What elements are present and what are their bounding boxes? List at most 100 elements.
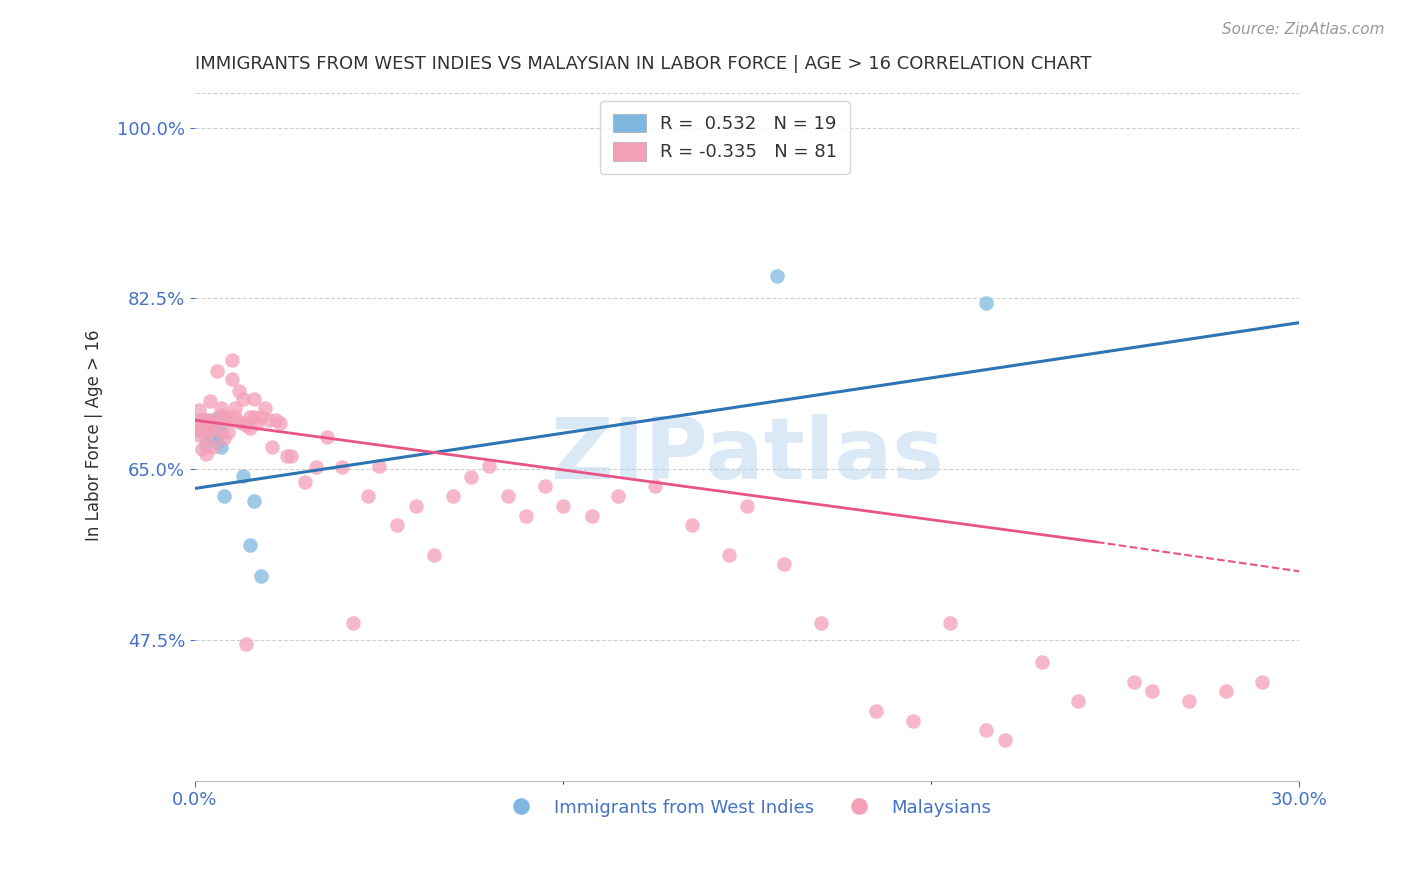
Point (194, 437, 217, 451)
Point (717, 548, 740, 562)
Point (342, 615, 364, 630)
Point (253, 401, 276, 416)
Point (194, 431, 217, 445)
Point (209, 425, 232, 439)
Point (1251, 674, 1274, 689)
Point (423, 548, 446, 562)
Point (357, 489, 380, 503)
Point (330, 460, 353, 475)
Point (551, 499, 574, 513)
Point (865, 704, 887, 718)
Point (533, 479, 555, 493)
Point (243, 410, 266, 425)
Point (232, 416, 254, 430)
Point (994, 733, 1017, 747)
Point (976, 296, 998, 310)
Point (202, 415, 225, 429)
Point (224, 410, 246, 425)
Point (198, 393, 221, 408)
Point (214, 431, 236, 445)
Point (187, 427, 209, 442)
Y-axis label: In Labor Force | Age > 16: In Labor Force | Age > 16 (86, 329, 103, 541)
Point (257, 413, 280, 427)
Point (194, 413, 217, 427)
Point (198, 413, 221, 427)
Point (232, 468, 254, 483)
Point (232, 392, 254, 406)
Point (228, 384, 250, 398)
Point (191, 417, 214, 432)
Point (276, 449, 298, 463)
Point (765, 268, 787, 283)
Point (1140, 684, 1163, 698)
Point (209, 441, 232, 455)
Point (243, 494, 266, 508)
Point (460, 469, 482, 483)
Point (1215, 684, 1237, 698)
Point (235, 417, 257, 432)
Point (581, 508, 603, 523)
Point (191, 442, 214, 457)
Point (217, 425, 239, 439)
Point (243, 392, 266, 406)
Point (441, 489, 464, 503)
Point (214, 411, 236, 425)
Point (205, 364, 228, 378)
Point (515, 508, 537, 523)
Point (246, 416, 269, 430)
Text: ZIPatlas: ZIPatlas (550, 414, 943, 497)
Point (235, 637, 257, 651)
Point (187, 413, 209, 427)
Point (368, 458, 391, 473)
Text: Source: ZipAtlas.com: Source: ZipAtlas.com (1222, 22, 1385, 37)
Point (305, 460, 328, 475)
Point (294, 475, 316, 489)
Point (202, 441, 225, 455)
Point (387, 518, 409, 533)
Point (221, 372, 243, 386)
Point (976, 723, 998, 738)
Point (901, 714, 924, 728)
Point (496, 489, 519, 503)
Point (198, 423, 221, 437)
Point (239, 410, 262, 425)
Point (250, 410, 273, 425)
Point (405, 499, 427, 513)
Point (187, 423, 209, 437)
Point (607, 489, 630, 503)
Point (194, 447, 217, 461)
Point (209, 401, 232, 416)
Point (194, 413, 217, 427)
Point (810, 615, 832, 630)
Point (228, 415, 250, 429)
Point (205, 423, 228, 437)
Point (1067, 694, 1090, 708)
Point (202, 427, 225, 442)
Point (198, 421, 221, 435)
Point (269, 416, 291, 430)
Point (221, 352, 243, 367)
Point (191, 413, 214, 427)
Point (250, 569, 273, 583)
Point (681, 518, 703, 533)
Point (938, 615, 960, 630)
Point (187, 403, 209, 417)
Point (1178, 694, 1201, 708)
Text: IMMIGRANTS FROM WEST INDIES VS MALAYSIAN IN LABOR FORCE | AGE > 16 CORRELATION C: IMMIGRANTS FROM WEST INDIES VS MALAYSIAN… (195, 55, 1091, 73)
Legend: Immigrants from West Indies, Malaysians: Immigrants from West Indies, Malaysians (496, 791, 998, 824)
Point (316, 430, 339, 444)
Point (214, 489, 236, 503)
Point (478, 458, 501, 473)
Point (198, 427, 221, 442)
Point (205, 411, 228, 425)
Point (239, 538, 262, 552)
Point (224, 401, 246, 416)
Point (735, 499, 758, 513)
Point (202, 415, 225, 429)
Point (773, 558, 796, 572)
Point (264, 413, 287, 427)
Point (280, 449, 302, 463)
Point (209, 409, 232, 423)
Point (217, 410, 239, 425)
Point (1031, 655, 1053, 669)
